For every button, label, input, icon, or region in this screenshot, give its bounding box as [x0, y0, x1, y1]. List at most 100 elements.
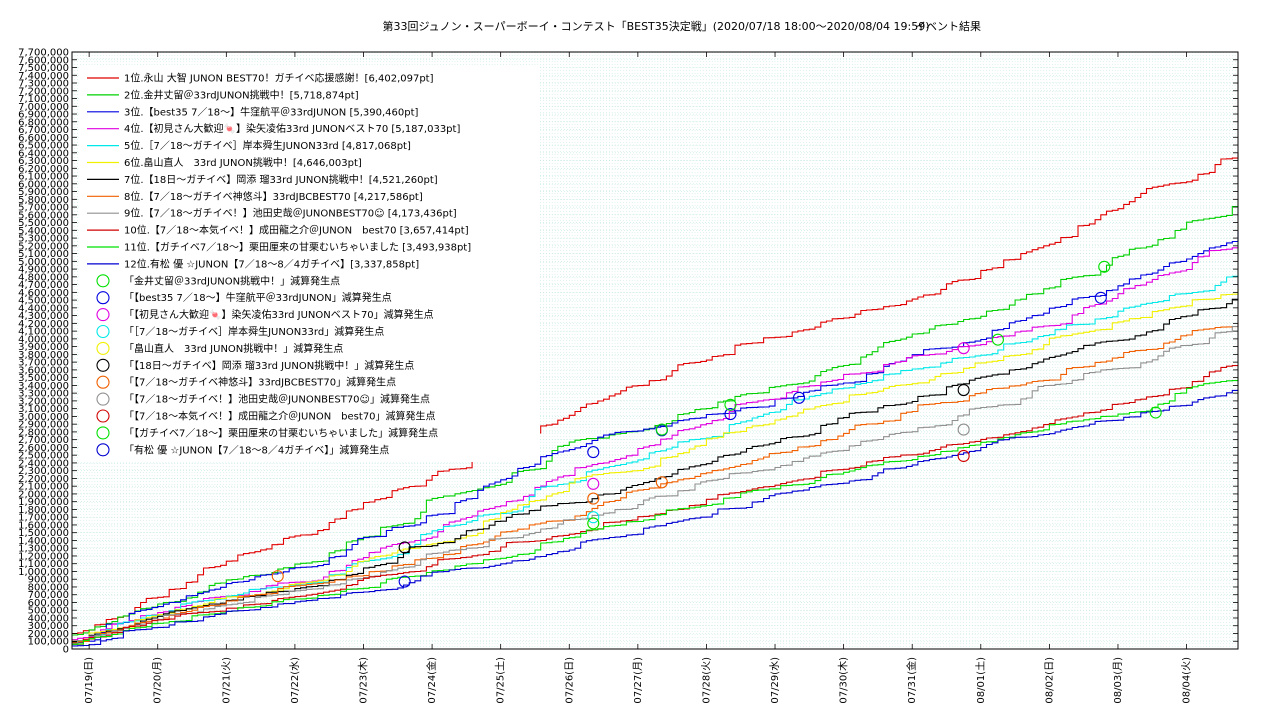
series-layer [72, 152, 1239, 647]
reduction-point-8 [957, 423, 970, 436]
chart-subtitle: イベント結果 [915, 19, 981, 33]
legend-label-6: 6位.畠山直人 33rd JUNON挑戦中！[4,646,003pt] [124, 156, 362, 169]
reduction-point-7 [587, 492, 600, 505]
chart-title: 第33回ジュノン・スーパーボーイ・コンテスト「BEST35決定戦」(2020/0… [382, 19, 929, 33]
y-tick-label: 600,000 [28, 598, 69, 609]
y-tick-label: 2,000,000 [18, 489, 69, 500]
reduction-point-7 [271, 570, 284, 583]
legend-point-label-4: 「［7／18〜ガチイベ］岸本舜生JUNON33rd」減算発生点 [124, 325, 384, 338]
y-tick-label: 6,500,000 [18, 141, 69, 152]
legend-point-label-10: 「【ガチイベ7／18〜】栗田厘来の甘栗むいちゃいました」減算発生点 [124, 426, 438, 439]
y-tick-label: 4,800,000 [18, 272, 69, 283]
reduction-point-10 [724, 398, 737, 411]
y-tick-label: 200,000 [28, 629, 69, 640]
y-tick-label: 5,500,000 [18, 218, 69, 229]
x-axis: 07/19(日) 07/20(月) 07/21(火) 07/22(水) 07/23(木)… [84, 52, 1193, 704]
y-tick-label: 5,600,000 [18, 210, 69, 221]
reduction-point-10 [587, 517, 600, 530]
legend-marker-2 [96, 291, 110, 305]
legend-marker-1 [96, 274, 110, 288]
x-tick-label: 07/31(金) [905, 657, 918, 704]
y-tick-label: 6,900,000 [18, 110, 69, 121]
y-tick-label: 100,000 [28, 637, 69, 648]
reduction-point-2 [792, 391, 806, 404]
y-tick-label: 4,900,000 [18, 265, 69, 276]
x-tick-label: 08/02(日) [1044, 657, 1055, 704]
legend-label-4: 4位.【初見さん大歓迎🍬】染矢凌佑33rd JUNONベスト70 [5,187,… [124, 122, 460, 135]
y-tick-label: 6,800,000 [18, 117, 69, 128]
legend: 1位.永山 大智 JUNON BEST70！ガチイベ応援感謝！[6,402,09… [80, 66, 540, 462]
y-tick-label: 4,600,000 [18, 288, 69, 299]
plot-frame [71, 51, 1239, 650]
legend-marker-3 [96, 308, 110, 322]
y-tick-label: 6,100,000 [18, 172, 69, 183]
y-tick-label: 4,300,000 [18, 311, 69, 322]
legend-marker-5 [96, 341, 110, 355]
legend-marker-6 [96, 358, 110, 372]
y-tick-label: 1,500,000 [18, 528, 69, 539]
series-line-12 [72, 389, 1239, 647]
y-tick-label: 900,000 [28, 575, 69, 586]
x-tick-label: 07/19(日) [84, 657, 95, 704]
y-axis: 0100,000200,000300,000400,000500,000600,… [18, 48, 1238, 656]
x-tick-label: 07/29(水) [769, 657, 781, 704]
series-line-10 [72, 365, 1239, 645]
y-tick-label: 800,000 [28, 582, 69, 593]
y-tick-label: 6,700,000 [18, 125, 69, 136]
legend-label-1: 1位.永山 大智 JUNON BEST70！ガチイベ応援感謝！[6,402,09… [124, 72, 434, 85]
reduction-point-1 [1098, 260, 1111, 273]
reduction-point-2 [1094, 291, 1107, 304]
y-tick-label: 3,400,000 [18, 381, 69, 392]
y-tick-label: 5,200,000 [18, 241, 69, 252]
series-line-9 [72, 325, 1239, 645]
y-tick-label: 7,700,000 [18, 48, 69, 59]
y-tick-label: 3,000,000 [18, 412, 69, 423]
reduction-point-10 [655, 423, 668, 436]
y-tick-label: 6,600,000 [18, 133, 69, 144]
y-tick-label: 1,100,000 [18, 559, 69, 570]
legend-point-label-3: 「【初見さん大歓迎🍬】染矢凌佑33rd JUNONベスト70」減算発生点 [124, 308, 434, 321]
legend-point-label-11: 「有松 優 ☆JUNON【7／18〜8／4ガチイベ】」減算発生点 [124, 443, 389, 456]
y-tick-label: 2,600,000 [18, 443, 69, 454]
y-tick-label: 3,200,000 [18, 396, 69, 407]
legend-label-10: 10位.【7／18〜本気イベ！】成田龍之介＠JUNON best70 [3,65… [124, 224, 469, 237]
legend-label-11: 11位.【ガチイベ7／18〜】栗田厘来の甘栗むいちゃいました [3,493,93… [124, 241, 471, 254]
y-tick-label: 7,100,000 [18, 94, 69, 105]
legend-point-label-5: 「畠山直人 33rd JUNON挑戦中！」減算発生点 [124, 342, 343, 355]
legend-label-2: 2位.金井丈留＠33rdJUNON挑戦中！[5,718,874pt] [124, 88, 359, 101]
y-tick-label: 700,000 [28, 590, 69, 601]
reduction-point-10 [1149, 406, 1162, 419]
legend-marker-8 [96, 392, 110, 406]
y-tick-label: 3,700,000 [18, 358, 69, 369]
x-tick-label: 07/21(火) [220, 657, 232, 704]
reduction-point-1 [991, 333, 1004, 346]
y-tick-label: 1,200,000 [18, 551, 69, 562]
y-tick-label: 2,700,000 [18, 435, 69, 446]
legend-label-12: 12位.有松 優 ☆JUNON【7／18〜8／4ガチイベ】[3,337,858p… [124, 257, 419, 270]
series-line-1 [72, 152, 1239, 635]
y-tick-label: 6,400,000 [18, 148, 69, 159]
legend-marker-11 [96, 443, 110, 457]
y-tick-label: 400,000 [28, 613, 69, 624]
y-tick-label: 5,700,000 [18, 203, 69, 214]
y-tick-label: 4,400,000 [18, 303, 69, 314]
y-tick-label: 6,000,000 [18, 179, 69, 190]
reduction-point-2 [587, 446, 600, 459]
y-tick-label: 0 [63, 645, 69, 656]
y-tick-label: 1,000,000 [18, 567, 69, 578]
y-tick-label: 1,300,000 [18, 544, 69, 555]
y-tick-label: 3,100,000 [18, 404, 69, 415]
x-tick-label: 07/20(月) [152, 657, 164, 704]
legend-marker-7 [96, 375, 110, 389]
reduction-point-layer [271, 260, 1162, 588]
legend-label-5: 5位.［7／18〜ガチイベ］岸本舜生JUNON33rd [4,817,068pt… [124, 139, 411, 152]
y-tick-label: 2,500,000 [18, 451, 69, 462]
y-tick-label: 2,200,000 [18, 474, 69, 485]
series-line-7 [72, 298, 1239, 643]
y-tick-label: 1,800,000 [18, 505, 69, 516]
reduction-point-3 [957, 342, 970, 355]
reduction-point-3 [587, 477, 600, 490]
y-tick-label: 4,100,000 [18, 327, 69, 338]
x-tick-label: 07/24(金) [425, 657, 438, 704]
